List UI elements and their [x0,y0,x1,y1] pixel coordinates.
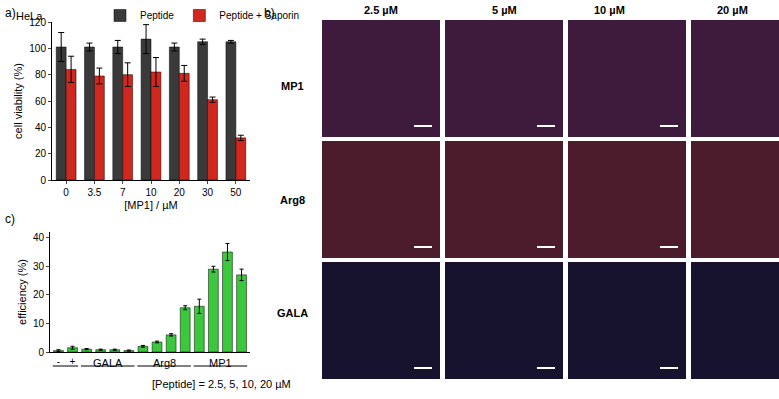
svg-text:10: 10 [145,187,157,198]
svg-text:0: 0 [38,347,44,358]
svg-text:20: 20 [174,187,186,198]
svg-text:cell viability (%): cell viability (%) [12,63,24,139]
svg-text:[Peptide] = 2.5, 5, 10, 20 µM: [Peptide] = 2.5, 5, 10, 20 µM [152,378,291,390]
svg-text:60: 60 [35,96,47,107]
svg-text:HeLa: HeLa [16,10,43,22]
svg-text:b): b) [264,6,275,20]
svg-text:5 µM: 5 µM [492,4,517,16]
svg-text:7: 7 [120,187,126,198]
svg-text:30: 30 [33,261,45,272]
svg-text:80: 80 [35,69,47,80]
svg-text:30: 30 [202,187,214,198]
svg-text:40: 40 [33,232,45,243]
svg-text:GALA: GALA [277,307,308,319]
svg-text:50: 50 [230,187,242,198]
svg-text:Peptide: Peptide [140,10,174,21]
svg-text:GALA: GALA [93,357,123,369]
svg-text:20: 20 [33,289,45,300]
svg-text:MP1: MP1 [281,80,304,92]
svg-text:20: 20 [35,148,47,159]
svg-text:0: 0 [63,187,69,198]
svg-text:20 µM: 20 µM [717,4,748,16]
svg-text:a): a) [5,6,16,20]
svg-text:-: - [57,356,60,367]
svg-text:40: 40 [35,122,47,133]
svg-text:+: + [70,356,76,367]
svg-text:10: 10 [33,318,45,329]
svg-text:[MP1] / µM: [MP1] / µM [124,199,177,211]
svg-text:c): c) [5,212,15,226]
svg-text:100: 100 [29,43,46,54]
svg-text:0: 0 [40,175,46,186]
svg-text:120: 120 [29,17,46,28]
svg-text:efficiency (%): efficiency (%) [16,259,28,325]
svg-text:3.5: 3.5 [87,187,101,198]
svg-text:Arg8: Arg8 [280,194,305,206]
svg-text:MP1: MP1 [209,357,232,369]
svg-text:Peptide + Saporin: Peptide + Saporin [219,10,299,21]
svg-text:Arg8: Arg8 [153,357,176,369]
svg-text:10 µM: 10 µM [594,4,625,16]
svg-text:2.5 µM: 2.5 µM [364,4,398,16]
